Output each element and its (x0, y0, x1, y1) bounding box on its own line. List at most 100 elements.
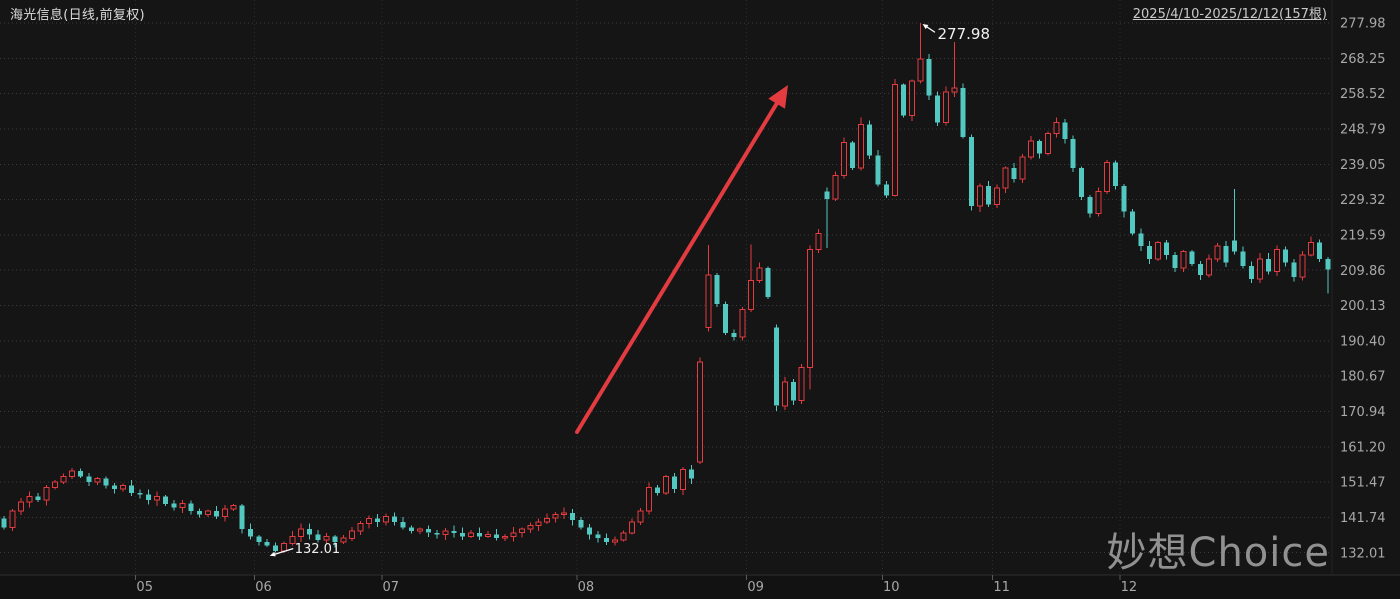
candle-up (349, 530, 356, 539)
candle-down (112, 485, 117, 490)
candle-down (655, 487, 660, 493)
candle-up (807, 249, 814, 369)
candle-down (595, 534, 601, 539)
y-axis-label: 248.79 (1340, 122, 1386, 137)
candle-down (451, 531, 457, 533)
candle-up (1206, 258, 1212, 276)
candle-down (1087, 197, 1093, 214)
candle-down (239, 505, 245, 530)
candle-down (1062, 122, 1068, 139)
candle-up (60, 476, 67, 483)
candle-down (1036, 140, 1042, 154)
date-range-link[interactable]: 2025/4/10-2025/12/12(157根) (1132, 7, 1327, 22)
x-axis-label: 08 (578, 580, 595, 595)
candle-up (230, 505, 237, 510)
candle-up (951, 87, 958, 93)
candle-up (798, 367, 805, 401)
candle-up (646, 486, 652, 512)
x-axis-label: 09 (747, 580, 764, 595)
candle-down (247, 529, 253, 537)
candle-down (765, 267, 771, 297)
candle-up (221, 508, 228, 518)
candle-down (1291, 262, 1297, 277)
candle-down (1121, 186, 1127, 212)
candle-up (120, 485, 126, 490)
candle-up (43, 486, 50, 501)
candle-up (94, 477, 101, 483)
candle-up (1002, 167, 1009, 189)
candle-up (323, 535, 330, 541)
candle-down (400, 521, 406, 528)
y-axis-label: 190.40 (1340, 334, 1386, 349)
candle-down (1164, 242, 1170, 256)
candle-down (1325, 258, 1331, 270)
candle-up (612, 539, 619, 543)
y-axis-label: 161.20 (1340, 440, 1386, 455)
candle-down (1189, 251, 1195, 265)
x-axis-label: 06 (255, 580, 272, 595)
candle-down (162, 496, 168, 504)
candle-up (629, 521, 636, 534)
candle-down (587, 527, 593, 535)
candle-up (383, 515, 389, 523)
y-axis-label: 219.59 (1340, 228, 1386, 243)
candle-up (892, 84, 899, 196)
candle-up (544, 517, 551, 523)
high-callout-arrow (922, 24, 936, 33)
candle-down (78, 471, 84, 477)
candle-down (985, 186, 991, 205)
y-axis-label: 209.86 (1340, 264, 1386, 279)
candle-up (357, 523, 364, 532)
candle-up (756, 267, 763, 282)
candle-up (289, 535, 296, 545)
candle-down (926, 59, 932, 96)
candle-down (434, 532, 440, 535)
candle-down (188, 503, 194, 511)
candle-down (1130, 211, 1136, 234)
candle-down (375, 518, 380, 522)
candle-down (196, 511, 202, 515)
trend-arrow-annotation[interactable] (575, 85, 788, 434)
candle-down (850, 142, 856, 169)
low-price-annotation: 132.01 (294, 541, 341, 557)
candle-down (103, 478, 109, 486)
candle-up (1104, 162, 1111, 193)
candle-up (620, 532, 627, 541)
candle-up (680, 468, 686, 490)
candle-up (484, 534, 491, 537)
candle-up (26, 496, 33, 503)
candle-up (781, 381, 788, 407)
candle-up (535, 521, 542, 527)
candle-up (340, 537, 347, 543)
candle-up (917, 58, 924, 82)
candle-down (884, 184, 890, 196)
candle-up (510, 532, 517, 537)
candle-up (832, 174, 839, 200)
candle-down (1070, 139, 1076, 168)
candle-up (976, 185, 983, 207)
candle-down (1147, 246, 1153, 259)
chart-title: 海光信息(日线,前复权) (10, 8, 145, 23)
x-axis-label: 11 (993, 580, 1010, 595)
candle-up (1019, 156, 1026, 180)
candle-down (604, 538, 610, 542)
candle-up (18, 501, 25, 512)
candle-down (1240, 251, 1246, 266)
candle-down (672, 476, 677, 490)
candle-up (1095, 191, 1102, 214)
candle-down (1223, 246, 1229, 263)
candle-down (773, 327, 779, 406)
candle-down (409, 527, 414, 531)
candle-down (1198, 264, 1203, 276)
candle-up (943, 91, 949, 124)
candle-up (1307, 242, 1314, 256)
candle-up (561, 512, 568, 516)
candle-up (1214, 245, 1221, 260)
candle-down (1316, 242, 1322, 259)
x-axis-label: 07 (383, 580, 400, 595)
candle-up (858, 124, 865, 169)
candle-up (281, 543, 288, 552)
candle-up (739, 309, 746, 338)
